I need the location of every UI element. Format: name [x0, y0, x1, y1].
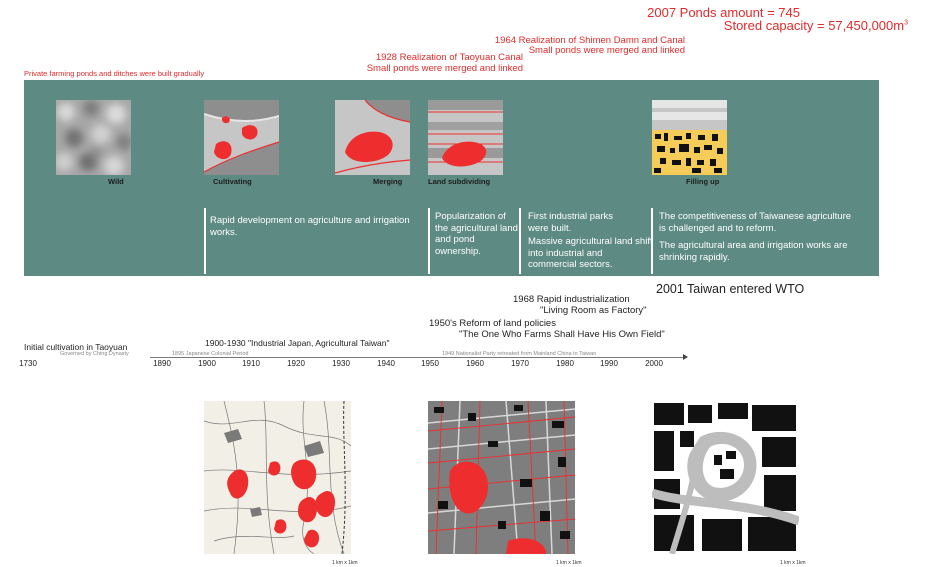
land-subdividing-sketch — [428, 100, 503, 175]
map-scale-label-3: 1 km x 1km — [780, 560, 806, 566]
filling-up-stage-thumbnail — [652, 100, 727, 175]
land-reform-event-subtitle: "The One Who Farms Shall Have His Own Fi… — [459, 329, 665, 340]
land-shift-note: Massive agricultural land shift into ind… — [528, 236, 653, 270]
tick-1920: 1920 — [287, 359, 305, 368]
stage-label-filling-up: Filling up — [686, 177, 720, 186]
tick-1910: 1910 — [242, 359, 260, 368]
stage-label-merging: Merging — [373, 177, 403, 186]
tick-1890: 1890 — [153, 359, 171, 368]
ching-dynasty-period: Governed by Ching Dynasty — [60, 351, 129, 357]
subdivided-land-sketch — [427, 400, 576, 555]
tick-1900: 1900 — [198, 359, 216, 368]
shrinking-note: The agricultural area and irrigation wor… — [659, 240, 848, 263]
shimen-canal-subtitle: Small ponds were merged and linked — [528, 45, 685, 56]
tick-1950: 1950 — [421, 359, 439, 368]
merging-pond-sketch — [334, 99, 411, 175]
private-ponds-note: Private farming ponds and ditches were b… — [24, 69, 205, 78]
tick-2000: 2000 — [645, 359, 663, 368]
subdivided-land-map-1960s — [427, 400, 576, 555]
map-scale-label-1: 1 km x 1km — [332, 560, 358, 566]
cultivating-pond-sketch — [203, 100, 280, 175]
band-divider-2 — [428, 208, 430, 274]
development-stages-band: Wild Cultivating Merging — [24, 80, 879, 276]
filling-up-sketch — [652, 100, 727, 175]
wto-event: 2001 Taiwan entered WTO — [656, 282, 805, 296]
nationalist-party-period: 1949 Nationalist Party retreated from Ma… — [442, 351, 597, 357]
tick-1940: 1940 — [377, 359, 395, 368]
land-reform-event-title: 1950's Reform of land policies — [429, 318, 556, 329]
tick-1970: 1970 — [511, 359, 529, 368]
tick-1990: 1990 — [600, 359, 618, 368]
taoyuan-canal-title: 1928 Realization of Taoyuan Canal — [375, 52, 523, 63]
taoyuan-canal-subtitle: Small ponds were merged and linked — [366, 63, 523, 74]
timeline-axis — [150, 357, 684, 358]
japanese-colonial-period: 1895 Japanese Colonial Period — [172, 351, 249, 357]
wild-noise-pattern — [55, 100, 132, 176]
industrial-japan-event: 1900-1930 "Industrial Japan, Agricultura… — [205, 338, 390, 348]
stored-capacity-header: Stored capacity = 57,450,000m3 — [724, 19, 908, 33]
industrialization-event-subtitle: "Living Room as Factory" — [540, 305, 647, 316]
competitiveness-note: The competitiveness of Taiwanese agricul… — [659, 211, 852, 234]
map-scale-label-2: 1 km x 1km — [556, 560, 582, 566]
stage-label-cultivating: Cultivating — [213, 177, 252, 186]
wild-stage-thumbnail — [55, 100, 132, 176]
tick-1980: 1980 — [556, 359, 574, 368]
initial-cultivation-event: Initial cultivation in Taoyuan — [24, 342, 128, 352]
tick-1960: 1960 — [466, 359, 484, 368]
timeline-arrowhead-icon — [683, 354, 688, 360]
industrialization-event-title: 1968 Rapid industrialization — [513, 294, 630, 305]
band-divider-3 — [519, 208, 521, 274]
stage-label-land-subdividing: Land subdividing — [428, 177, 491, 186]
stage-label-wild: Wild — [108, 177, 124, 186]
tick-1730: 1730 — [19, 359, 37, 368]
urban-figure-ground-sketch — [650, 401, 801, 555]
historic-map-1900s — [203, 400, 352, 555]
tick-1930: 1930 — [332, 359, 350, 368]
agriculture-development-note: Rapid development on agriculture and irr… — [210, 215, 410, 238]
stored-capacity-superscript: 3 — [904, 19, 908, 27]
merging-stage-thumbnail — [334, 99, 411, 175]
cultivating-stage-thumbnail — [203, 100, 280, 175]
band-divider-1 — [204, 208, 206, 274]
land-subdividing-stage-thumbnail — [428, 100, 503, 175]
ponds-amount-header: 2007 Ponds amount = 745 — [647, 5, 800, 20]
historic-map-sketch — [203, 400, 352, 555]
industrial-parks-note: First industrial parks were built. — [528, 211, 613, 234]
urban-figure-ground-map-2000s — [650, 401, 801, 555]
pond-ownership-note: Popularization of the agricultural land … — [435, 211, 518, 257]
stored-capacity-text: Stored capacity = 57,450,000m — [723, 18, 905, 33]
band-divider-4 — [651, 208, 653, 274]
shimen-canal-title: 1964 Realization of Shimen Damn and Cana… — [494, 35, 685, 46]
